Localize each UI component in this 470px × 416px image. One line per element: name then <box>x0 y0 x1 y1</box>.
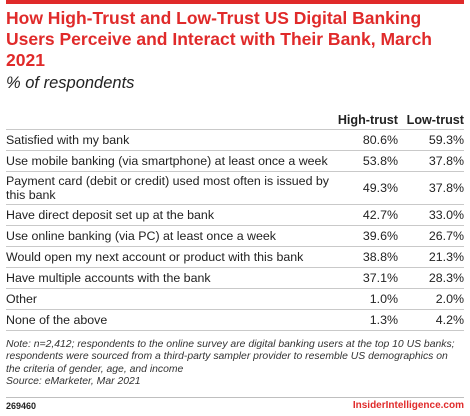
accent-bar <box>6 0 464 4</box>
row-label: Other <box>6 288 332 310</box>
high-trust-value: 53.8% <box>332 150 398 172</box>
high-trust-value: 38.8% <box>332 246 398 268</box>
row-label: Use online banking (via PC) at least onc… <box>6 225 332 247</box>
row-label: Payment card (debit or credit) used most… <box>6 171 332 205</box>
chart-title: How High-Trust and Low-Trust US Digital … <box>6 8 432 70</box>
high-trust-value: 1.3% <box>332 309 398 331</box>
high-trust-value: 37.1% <box>332 267 398 289</box>
chart-note: Note: n=2,412; respondents to the online… <box>6 339 464 388</box>
high-trust-value: 39.6% <box>332 225 398 247</box>
low-trust-value: 4.2% <box>398 309 464 331</box>
low-trust-value: 21.3% <box>398 246 464 268</box>
high-trust-value: 1.0% <box>332 288 398 310</box>
chart-subtitle: % of respondents <box>6 74 135 92</box>
low-trust-value: 26.7% <box>398 225 464 247</box>
table-header-row: High-trust Low-trust <box>6 105 464 130</box>
table-row: Satisfied with my bank 80.6% 59.3% <box>6 129 464 151</box>
brand-logo: InsiderIntelligence.com <box>352 400 464 411</box>
low-trust-value: 59.3% <box>398 129 464 151</box>
row-label: None of the above <box>6 309 332 331</box>
table-row: None of the above 1.3% 4.2% <box>6 309 464 331</box>
table-row: Use mobile banking (via smartphone) at l… <box>6 150 464 172</box>
low-trust-value: 37.8% <box>398 150 464 172</box>
row-label: Have direct deposit set up at the bank <box>6 204 332 226</box>
low-trust-value: 28.3% <box>398 267 464 289</box>
table-row: Other 1.0% 2.0% <box>6 288 464 310</box>
row-label: Have multiple accounts with the bank <box>6 267 332 289</box>
row-label: Satisfied with my bank <box>6 129 332 151</box>
row-label-header <box>6 105 332 130</box>
table-row: Have direct deposit set up at the bank 4… <box>6 204 464 226</box>
chart-id: 269460 <box>6 401 37 411</box>
low-trust-value: 37.8% <box>398 171 464 205</box>
column-header-low-trust: Low-trust <box>406 113 464 127</box>
row-label: Would open my next account or product wi… <box>6 246 332 268</box>
table-row: Use online banking (via PC) at least onc… <box>6 225 464 247</box>
table-row: Would open my next account or product wi… <box>6 246 464 268</box>
note-text: Note: n=2,412; respondents to the online… <box>6 339 455 375</box>
high-trust-value: 42.7% <box>332 204 398 226</box>
table-row: Have multiple accounts with the bank 37.… <box>6 267 464 289</box>
low-trust-value: 2.0% <box>398 288 464 310</box>
row-label: Use mobile banking (via smartphone) at l… <box>6 150 332 172</box>
data-table: High-trust Low-trust Satisfied with my b… <box>6 105 464 331</box>
footer: 269460 InsiderIntelligence.com <box>6 400 464 412</box>
high-trust-value: 80.6% <box>332 129 398 151</box>
footer-divider <box>6 397 464 398</box>
source-text: Source: eMarketer, Mar 2021 <box>6 375 141 387</box>
high-trust-value: 49.3% <box>332 171 398 205</box>
table-row: Payment card (debit or credit) used most… <box>6 171 464 205</box>
column-header-high-trust: High-trust <box>337 113 398 127</box>
low-trust-value: 33.0% <box>398 204 464 226</box>
